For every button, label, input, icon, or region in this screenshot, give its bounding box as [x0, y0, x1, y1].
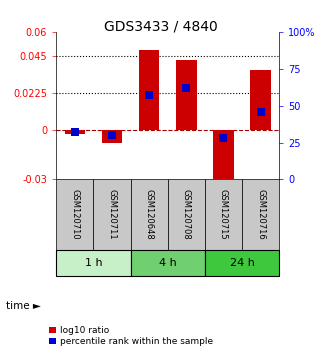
Bar — [176, 60, 196, 130]
Text: GSM120710: GSM120710 — [70, 189, 79, 240]
Bar — [131, 179, 168, 250]
Text: time ►: time ► — [6, 301, 41, 311]
Text: GSM120708: GSM120708 — [182, 189, 191, 240]
Point — [258, 109, 263, 114]
Text: GDS3433 / 4840: GDS3433 / 4840 — [104, 19, 217, 34]
Text: 4 h: 4 h — [159, 258, 177, 268]
Bar — [242, 179, 279, 250]
Bar — [205, 250, 279, 276]
Text: 1 h: 1 h — [84, 258, 102, 268]
Bar — [93, 179, 131, 250]
Bar — [131, 250, 205, 276]
Bar — [56, 179, 93, 250]
Text: GSM120648: GSM120648 — [145, 189, 154, 240]
Bar — [139, 50, 159, 130]
Point — [72, 130, 77, 135]
Bar — [65, 130, 85, 133]
Bar — [205, 179, 242, 250]
Text: GSM120716: GSM120716 — [256, 189, 265, 240]
Point — [184, 85, 189, 91]
Bar — [168, 179, 205, 250]
Bar — [250, 70, 271, 130]
Text: GSM120711: GSM120711 — [108, 189, 117, 240]
Bar — [102, 130, 122, 143]
Text: 24 h: 24 h — [230, 258, 255, 268]
Text: GSM120715: GSM120715 — [219, 189, 228, 240]
Bar — [213, 130, 234, 196]
Point — [147, 92, 152, 98]
Point — [221, 135, 226, 141]
Bar — [56, 250, 131, 276]
Point — [109, 132, 115, 138]
Legend: log10 ratio, percentile rank within the sample: log10 ratio, percentile rank within the … — [49, 326, 213, 346]
